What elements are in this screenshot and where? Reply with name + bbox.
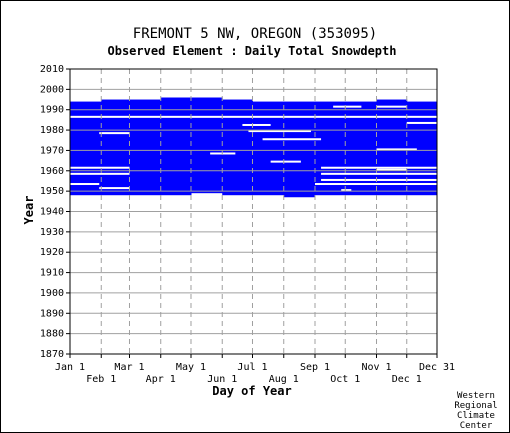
x-tick-label-bottom-4: Oct 1 — [330, 374, 360, 385]
y-tick-label-12: 1990 — [40, 105, 64, 116]
coverage-block-9 — [345, 101, 378, 196]
coverage-block-0 — [70, 101, 102, 196]
credit-line-2: Regional — [454, 401, 497, 411]
credit-line-3: Climate — [457, 411, 495, 421]
x-tick-label-top-6: Dec 31 — [419, 362, 455, 373]
gap-5 — [242, 123, 271, 126]
chart-title: FREMONT 5 NW, OREGON (353095) — [133, 26, 377, 42]
x-tick-label-bottom-2: Jun 1 — [207, 374, 237, 385]
y-tick-label-6: 1930 — [40, 227, 64, 238]
credit-line-4: Center — [460, 421, 493, 431]
coverage-block-8 — [315, 101, 346, 196]
gap-13 — [321, 172, 437, 175]
gap-11 — [99, 187, 130, 190]
coverage-block-2 — [129, 99, 162, 196]
wrcc-credit: Western Regional Climate Center — [454, 391, 497, 431]
y-tick-label-11: 1980 — [40, 125, 64, 136]
coverage-block-11 — [406, 101, 438, 196]
gap-7 — [270, 160, 301, 163]
x-tick-label-top-5: Nov 1 — [361, 362, 391, 373]
coverage-block-5 — [222, 99, 253, 196]
coverage-block-6 — [252, 101, 285, 196]
gap-1 — [99, 132, 130, 135]
x-tick-label-bottom-5: Dec 1 — [392, 374, 422, 385]
gap-2 — [210, 152, 236, 155]
chart-subtitle: Observed Element : Daily Total Snowdepth — [108, 44, 397, 58]
gap-12 — [321, 178, 437, 181]
x-tick-label-bottom-3: Aug 1 — [269, 374, 299, 385]
gap-20 — [376, 105, 407, 108]
gap-14 — [321, 166, 437, 169]
gap-16 — [376, 168, 407, 171]
y-tick-label-14: 2010 — [40, 64, 64, 75]
y-tick-label-5: 1920 — [40, 247, 64, 258]
x-axis-label: Day of Year — [212, 384, 291, 398]
gap-0 — [70, 115, 437, 118]
y-tick-label-2: 1890 — [40, 308, 64, 319]
y-tick-label-0: 1870 — [40, 349, 64, 360]
coverage-block-1 — [101, 99, 130, 196]
x-tick-label-top-4: Sep 1 — [300, 362, 330, 373]
gap-9 — [70, 172, 130, 175]
y-axis-label: Year — [22, 196, 36, 225]
y-tick-label-13: 2000 — [40, 84, 64, 95]
x-tick-label-bottom-1: Apr 1 — [146, 374, 176, 385]
gap-3 — [262, 138, 322, 141]
gap-10 — [70, 183, 100, 186]
y-tick-label-8: 1950 — [40, 186, 64, 197]
gap-15 — [376, 148, 417, 151]
gap-6 — [333, 105, 362, 108]
x-tick-label-top-1: Mar 1 — [114, 362, 144, 373]
y-tick-label-1: 1880 — [40, 329, 64, 340]
y-tick-label-7: 1940 — [40, 207, 64, 218]
gap-19 — [406, 121, 437, 124]
x-tick-label-top-2: May 1 — [176, 362, 206, 373]
x-tick-label-bottom-0: Feb 1 — [86, 374, 116, 385]
y-tick-label-3: 1900 — [40, 288, 64, 299]
gap-18 — [341, 189, 352, 192]
y-tick-label-9: 1960 — [40, 166, 64, 177]
coverage-block-4 — [190, 97, 223, 194]
x-tick-label-top-3: Jul 1 — [237, 362, 267, 373]
coverage-block-3 — [160, 97, 192, 196]
gap-17 — [315, 183, 437, 186]
y-tick-label-4: 1910 — [40, 268, 64, 279]
y-tick-label-10: 1970 — [40, 145, 64, 156]
x-tick-label-top-0: Jan 1 — [55, 362, 85, 373]
axis-layer: 1870 1880 1890 1900 1910 1920 1930 1940 1950 1960… — [40, 64, 455, 385]
gap-8 — [70, 166, 130, 169]
data-layer — [70, 97, 438, 198]
gap-4 — [248, 130, 311, 133]
credit-line-1: Western — [457, 391, 495, 401]
